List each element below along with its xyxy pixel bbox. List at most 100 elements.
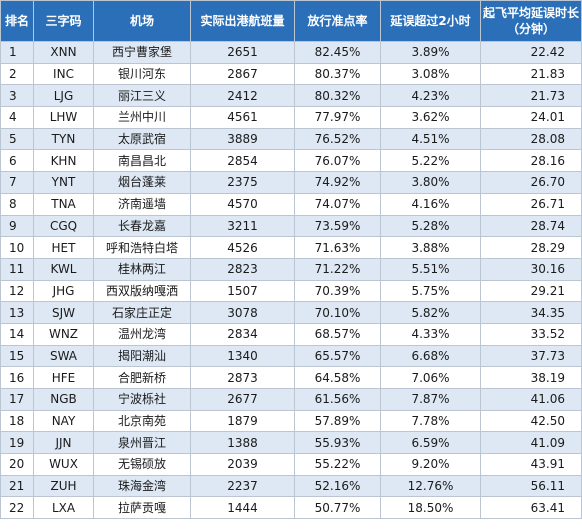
- cell-code: INC: [33, 62, 94, 86]
- cell-ontime: 55.93%: [294, 431, 381, 455]
- cell-over2h: 9.20%: [380, 453, 481, 476]
- cell-rank: 9: [0, 214, 34, 238]
- cell-code: HET: [33, 236, 94, 259]
- cell-over2h: 3.62%: [380, 106, 481, 129]
- cell-flights: 2412: [190, 84, 295, 108]
- cell-ontime: 68.57%: [294, 322, 381, 346]
- cell-airport: 济南遥墙: [93, 192, 191, 216]
- cell-code: KWL: [33, 257, 94, 281]
- cell-rank: 19: [0, 431, 34, 455]
- cell-avg-delay: 41.09: [480, 431, 582, 455]
- cell-ontime: 76.52%: [294, 127, 381, 151]
- cell-ontime: 64.58%: [294, 366, 381, 389]
- table-row: 22 LXA 拉萨贡嘎 1444 50.77% 18.50% 63.41: [0, 496, 582, 520]
- cell-over2h: 5.51%: [380, 257, 481, 281]
- cell-code: HFE: [33, 366, 94, 389]
- cell-code: NAY: [33, 409, 94, 433]
- cell-flights: 3211: [190, 214, 295, 238]
- cell-code: WNZ: [33, 322, 94, 346]
- cell-flights: 2039: [190, 453, 295, 476]
- cell-rank: 5: [0, 127, 34, 151]
- cell-ontime: 55.22%: [294, 453, 381, 476]
- cell-over2h: 4.23%: [380, 84, 481, 108]
- cell-flights: 4526: [190, 236, 295, 259]
- cell-flights: 1444: [190, 496, 295, 520]
- table-row: 21 ZUH 珠海金湾 2237 52.16% 12.76% 56.11: [0, 474, 582, 498]
- cell-rank: 21: [0, 474, 34, 498]
- cell-flights: 3889: [190, 127, 295, 151]
- cell-ontime: 82.45%: [294, 41, 381, 64]
- cell-ontime: 74.07%: [294, 192, 381, 216]
- cell-airport: 拉萨贡嘎: [93, 496, 191, 520]
- cell-code: TYN: [33, 127, 94, 151]
- table-row: 6 KHN 南昌昌北 2854 76.07% 5.22% 28.16: [0, 149, 582, 173]
- cell-rank: 13: [0, 301, 34, 324]
- cell-flights: 1388: [190, 431, 295, 455]
- cell-rank: 2: [0, 62, 34, 86]
- cell-rank: 4: [0, 106, 34, 129]
- cell-flights: 2873: [190, 366, 295, 389]
- cell-over2h: 3.89%: [380, 41, 481, 64]
- cell-avg-delay: 22.42: [480, 41, 582, 64]
- header-over2h: 延误超过2小时: [380, 0, 481, 42]
- cell-airport: 烟台蓬莱: [93, 171, 191, 194]
- cell-avg-delay: 33.52: [480, 322, 582, 346]
- header-avg-delay-line2: （分钟）: [506, 22, 555, 36]
- cell-airport: 揭阳潮汕: [93, 344, 191, 368]
- cell-code: JHG: [33, 279, 94, 303]
- cell-airport: 温州龙湾: [93, 322, 191, 346]
- cell-rank: 16: [0, 366, 34, 389]
- cell-airport: 西宁曹家堡: [93, 41, 191, 64]
- cell-over2h: 6.68%: [380, 344, 481, 368]
- cell-rank: 11: [0, 257, 34, 281]
- cell-code: LJG: [33, 84, 94, 108]
- cell-airport: 合肥新桥: [93, 366, 191, 389]
- cell-over2h: 7.87%: [380, 388, 481, 411]
- cell-ontime: 71.22%: [294, 257, 381, 281]
- cell-avg-delay: 28.16: [480, 149, 582, 173]
- cell-code: NGB: [33, 388, 94, 411]
- table-row: 5 TYN 太原武宿 3889 76.52% 4.51% 28.08: [0, 127, 582, 151]
- cell-rank: 22: [0, 496, 34, 520]
- cell-ontime: 52.16%: [294, 474, 381, 498]
- cell-ontime: 77.97%: [294, 106, 381, 129]
- cell-airport: 长春龙嘉: [93, 214, 191, 238]
- cell-rank: 15: [0, 344, 34, 368]
- cell-rank: 3: [0, 84, 34, 108]
- cell-airport: 北京南苑: [93, 409, 191, 433]
- cell-flights: 4561: [190, 106, 295, 129]
- cell-flights: 1340: [190, 344, 295, 368]
- cell-code: SJW: [33, 301, 94, 324]
- cell-rank: 7: [0, 171, 34, 194]
- cell-flights: 2867: [190, 62, 295, 86]
- cell-rank: 6: [0, 149, 34, 173]
- cell-flights: 2834: [190, 322, 295, 346]
- cell-code: WUX: [33, 453, 94, 476]
- cell-ontime: 57.89%: [294, 409, 381, 433]
- cell-over2h: 7.78%: [380, 409, 481, 433]
- cell-ontime: 70.10%: [294, 301, 381, 324]
- table-row: 19 JJN 泉州晋江 1388 55.93% 6.59% 41.09: [0, 431, 582, 455]
- table-row: 8 TNA 济南遥墙 4570 74.07% 4.16% 26.71: [0, 192, 582, 216]
- cell-code: LXA: [33, 496, 94, 520]
- cell-over2h: 5.28%: [380, 214, 481, 238]
- cell-avg-delay: 26.70: [480, 171, 582, 194]
- cell-rank: 1: [0, 41, 34, 64]
- cell-code: SWA: [33, 344, 94, 368]
- cell-over2h: 3.88%: [380, 236, 481, 259]
- table-row: 10 HET 呼和浩特白塔 4526 71.63% 3.88% 28.29: [0, 236, 582, 259]
- cell-code: YNT: [33, 171, 94, 194]
- table-row: 2 INC 银川河东 2867 80.37% 3.08% 21.83: [0, 62, 582, 86]
- cell-over2h: 12.76%: [380, 474, 481, 498]
- cell-airport: 丽江三义: [93, 84, 191, 108]
- cell-airport: 银川河东: [93, 62, 191, 86]
- cell-avg-delay: 63.41: [480, 496, 582, 520]
- table-row: 7 YNT 烟台蓬莱 2375 74.92% 3.80% 26.70: [0, 171, 582, 194]
- cell-airport: 宁波栎社: [93, 388, 191, 411]
- table-row: 12 JHG 西双版纳嘎洒 1507 70.39% 5.75% 29.21: [0, 279, 582, 303]
- table-row: 4 LHW 兰州中川 4561 77.97% 3.62% 24.01: [0, 106, 582, 129]
- cell-code: KHN: [33, 149, 94, 173]
- cell-avg-delay: 56.11: [480, 474, 582, 498]
- cell-avg-delay: 24.01: [480, 106, 582, 129]
